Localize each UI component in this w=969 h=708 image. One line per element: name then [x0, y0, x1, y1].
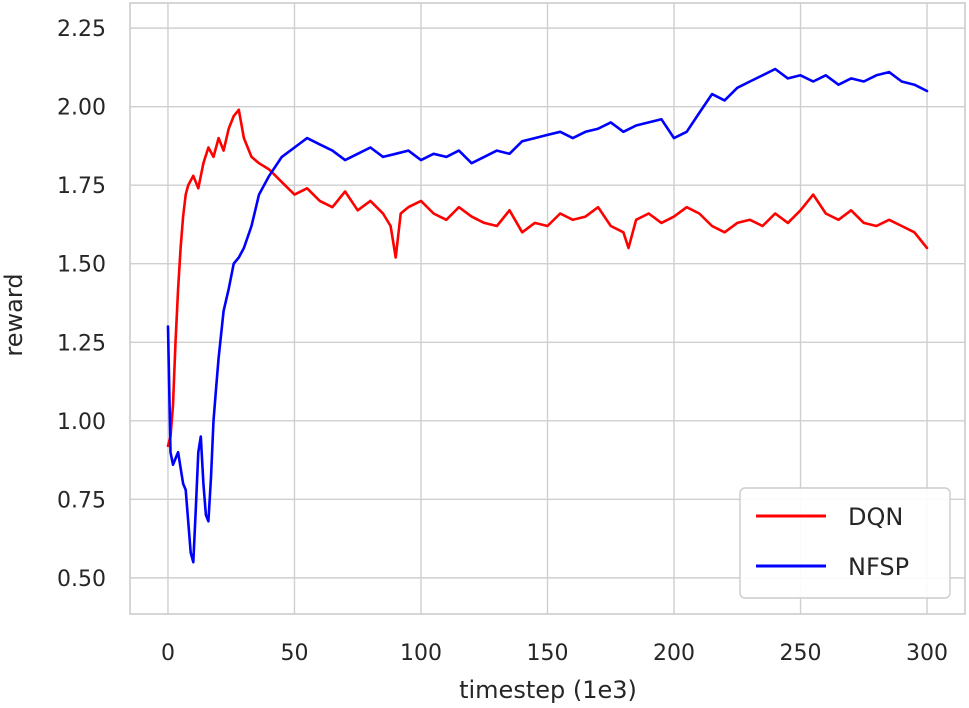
x-tick-labels: 0 50 100 150 200 250 300 — [161, 641, 948, 666]
y-tick-label: 0.75 — [57, 488, 106, 513]
y-tick-label: 2.25 — [57, 17, 106, 42]
grid-lines — [130, 3, 965, 614]
y-tick-label: 2.00 — [57, 96, 106, 121]
y-tick-labels: 0.50 0.75 1.00 1.25 1.50 1.75 2.00 2.25 — [57, 17, 106, 592]
plot-frame — [129, 2, 966, 615]
legend: DQN NFSP — [739, 487, 951, 599]
x-tick-label: 150 — [527, 641, 569, 666]
y-tick-label: 0.50 — [57, 567, 106, 592]
y-tick-label: 1.25 — [57, 331, 106, 356]
x-tick-label: 300 — [906, 641, 948, 666]
series-line-nfsp — [166, 67, 929, 564]
series-layer — [166, 67, 929, 564]
y-tick-label: 1.50 — [57, 253, 106, 278]
legend-label-dqn: DQN — [848, 503, 903, 531]
y-axis-label: reward — [0, 273, 28, 356]
y-tick-label: 1.00 — [57, 410, 106, 435]
x-tick-label: 250 — [780, 641, 822, 666]
x-tick-label: 50 — [280, 641, 308, 666]
legend-box — [739, 487, 951, 599]
x-tick-label: 0 — [161, 641, 175, 666]
series-line-dqn — [166, 108, 929, 448]
x-tick-label: 100 — [400, 641, 442, 666]
x-axis-label: timestep (1e3) — [459, 676, 637, 704]
y-tick-label: 1.75 — [57, 174, 106, 199]
x-tick-label: 200 — [653, 641, 695, 666]
legend-label-nfsp: NFSP — [848, 553, 909, 581]
